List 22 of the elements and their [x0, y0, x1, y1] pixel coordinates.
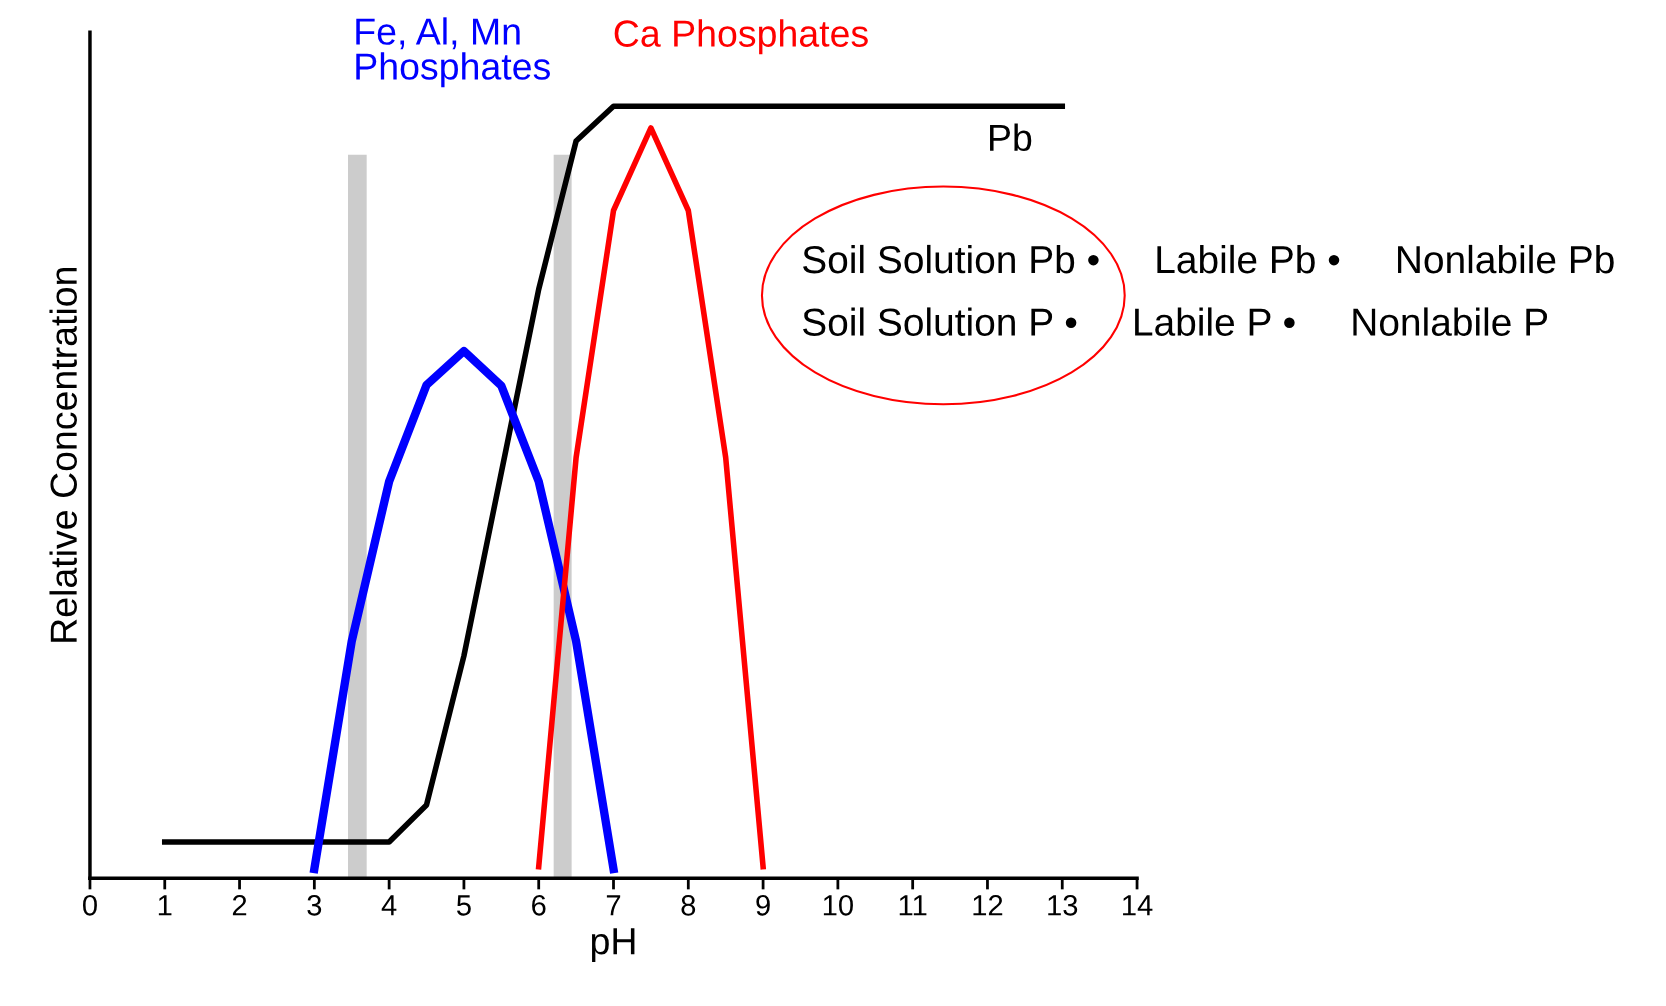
x-tick-label: 11: [899, 895, 927, 916]
x-tick-label: 14: [1123, 895, 1153, 916]
y-axis-title: Relative Concentration: [49, 267, 77, 642]
x-tick-label: 1: [158, 895, 172, 916]
annotation: Soil Solution Pb • Labile Pb • Nonlabile Pb: [803, 244, 1614, 274]
text: Ca Phosphates: [614, 19, 868, 55]
annotation: Soil Solution P • Labile P • Nonlabile P: [803, 307, 1548, 336]
x-tick-label: 9: [756, 894, 770, 916]
x-tick-label: 8: [681, 894, 696, 916]
series-label: Pb: [990, 123, 1032, 152]
x-tick-label: 0: [82, 894, 97, 916]
x-tick-label: 10: [823, 894, 853, 916]
x-tick-label: 6: [532, 894, 546, 916]
text: Fe, Al, Mn Phosphates: [356, 17, 550, 88]
x-tick-label: 4: [381, 895, 397, 916]
x-tick-label: 5: [456, 895, 471, 916]
x-tick-label: 3: [307, 894, 322, 916]
x-tick-label: 7: [606, 895, 621, 916]
x-tick-label: 2: [232, 894, 247, 916]
x-tick-label: 12: [973, 894, 1003, 916]
x-axis-title: pH: [591, 928, 635, 962]
x-tick-label: 13: [1048, 894, 1078, 916]
